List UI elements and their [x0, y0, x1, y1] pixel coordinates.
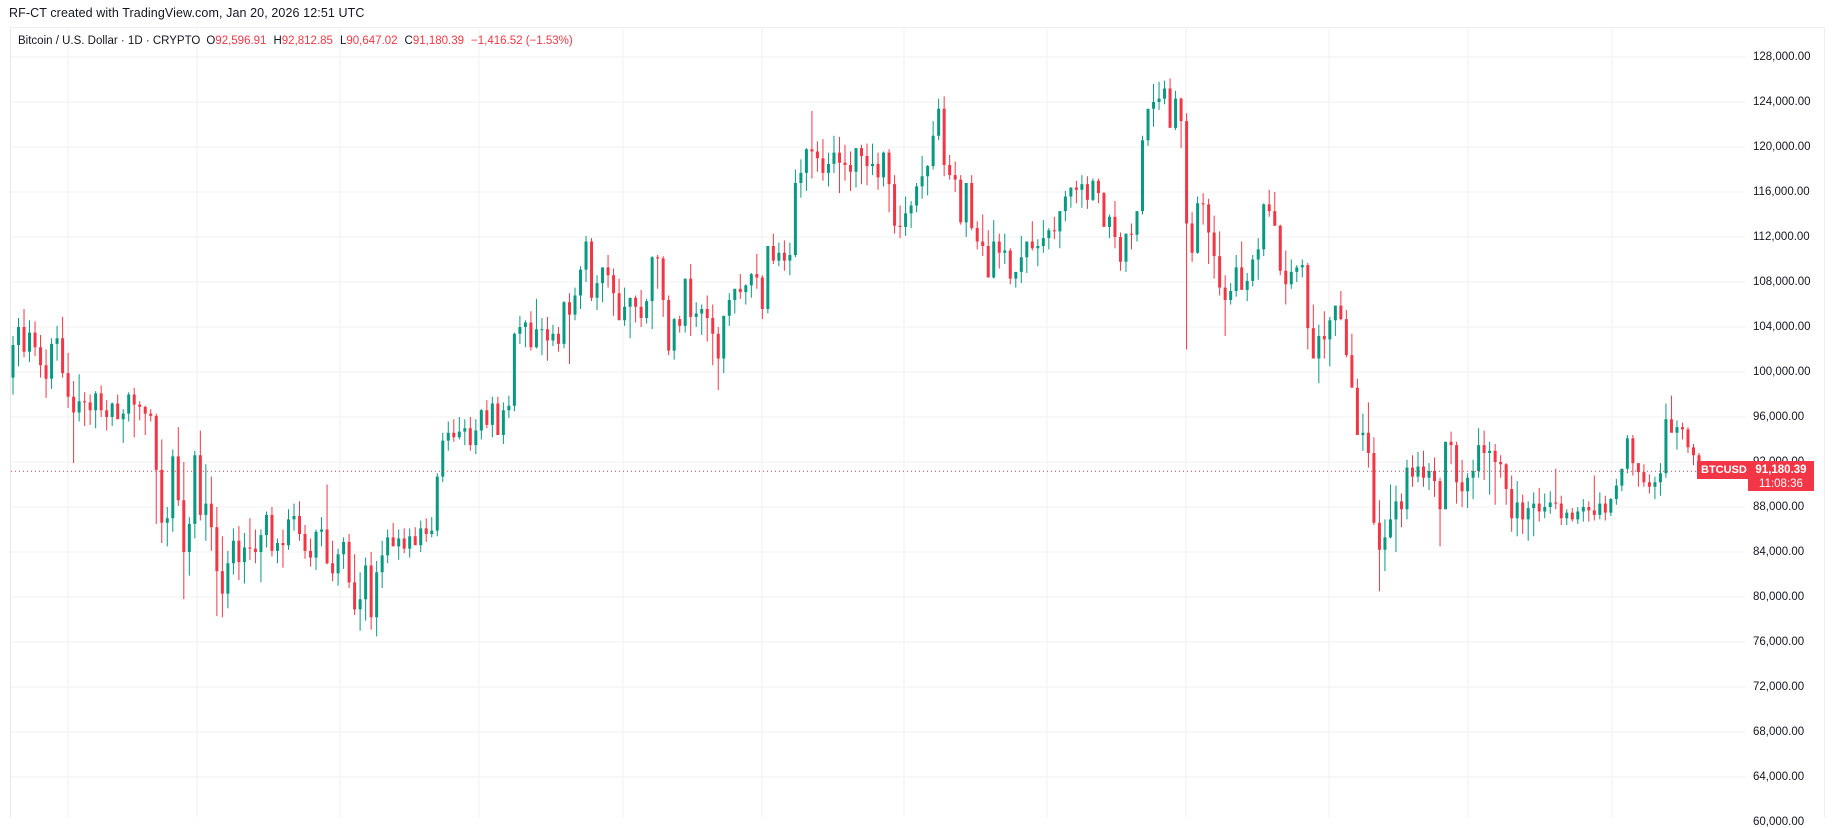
price-axis-label: 80,000.00 [1753, 591, 1805, 603]
open-label: O [206, 35, 216, 47]
chart-attribution: RF-CT created with TradingView.com, Jan … [9, 6, 365, 20]
price-axis-label: 84,000.00 [1753, 546, 1805, 558]
price-axis-label: 120,000.00 [1753, 141, 1811, 153]
price-axis-label: 108,000.00 [1753, 276, 1811, 288]
price-axis-label: 76,000.00 [1753, 636, 1805, 648]
ohlc-legend: Bitcoin / U.S. Dollar · 1D · CRYPTO O 92,… [18, 35, 573, 47]
high-label: H [273, 35, 282, 47]
close-label: C [404, 35, 413, 47]
price-axis-label: 116,000.00 [1753, 186, 1810, 198]
low-value: 90,647.02 [346, 35, 398, 47]
low-label: L [339, 35, 347, 47]
price-axis-label: 96,000.00 [1753, 411, 1805, 423]
price-axis-label: 100,000.00 [1753, 366, 1811, 378]
close-value: 91,180.39 [412, 35, 465, 47]
last-price-tag: 91,180.39 11:08:36 [1748, 461, 1814, 491]
price-axis-label: 112,000.00 [1753, 231, 1810, 243]
price-axis-label: 68,000.00 [1753, 726, 1805, 738]
open-value: 92,596.91 [215, 35, 267, 47]
symbol-title[interactable]: Bitcoin / U.S. Dollar · 1D · CRYPTO [18, 35, 201, 47]
symbol-price-tag: BTCUSD [1697, 461, 1751, 479]
bar-countdown: 11:08:36 [1759, 478, 1803, 490]
price-axis-label: 72,000.00 [1753, 681, 1805, 693]
last-price: 91,180.39 [1755, 464, 1807, 476]
price-axis-label: 88,000.00 [1753, 501, 1805, 513]
price-axis-label: 124,000.00 [1753, 96, 1811, 108]
price-axis-label: 60,000.00 [1753, 816, 1805, 828]
price-axis-label: 128,000.00 [1753, 51, 1811, 63]
price-axis-label: 104,000.00 [1753, 321, 1811, 333]
change-value: −1,416.52 (−1.53%) [471, 35, 573, 47]
price-axis-label: 64,000.00 [1753, 771, 1805, 783]
high-value: 92,812.85 [281, 35, 333, 47]
chart-pane[interactable] [10, 27, 1825, 817]
